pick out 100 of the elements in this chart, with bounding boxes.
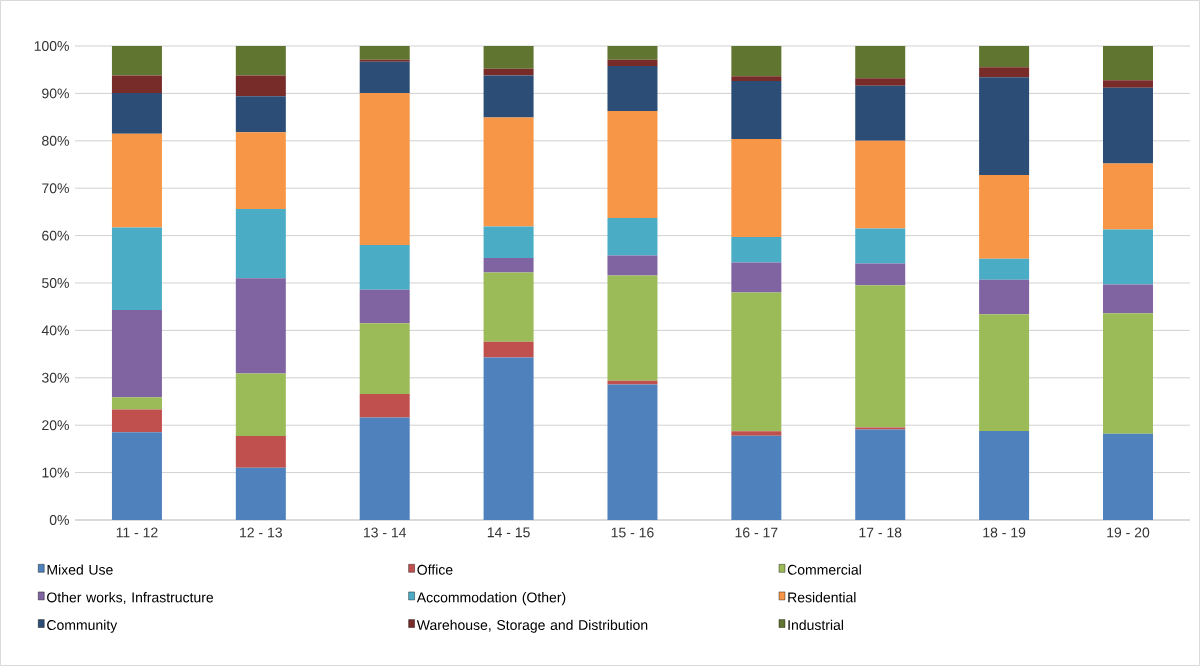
y-tick-label: 90% [42,88,69,99]
y-tick-label: 20% [42,420,69,431]
bar [235,209,286,279]
bar [111,46,162,76]
bar [607,65,658,111]
bar [1102,229,1153,285]
bar [111,92,162,134]
bar [731,262,782,293]
legend-label: Other works, Infrastructure [47,592,214,605]
bar [483,75,534,118]
bar [235,46,286,76]
bar [979,279,1030,315]
bar [979,77,1030,175]
x-tick-label: 16 - 17 [735,527,778,538]
bar [111,133,162,228]
legend-label: Residential [788,592,856,603]
bar [1102,433,1153,520]
bar [483,272,534,342]
bar [359,323,410,394]
bar [483,46,534,69]
bar [359,46,410,60]
bar [483,117,534,227]
bar [731,81,782,139]
legend-label: Office [417,564,453,575]
bar [855,140,906,229]
bar [1102,163,1153,230]
x-tick-label: 18 - 19 [983,527,1026,538]
bar [855,85,906,141]
bar [979,314,1030,431]
bar [111,227,162,311]
x-tick-label: 11 - 12 [116,527,158,538]
bar [979,67,1030,78]
bar [607,275,658,381]
bar [855,228,906,264]
bar [359,393,410,418]
bar [607,59,658,66]
bar [483,68,534,76]
bar [1102,80,1153,88]
bar [235,373,286,437]
bar [731,46,782,77]
y-tick-label: 50% [42,278,69,288]
bar [731,435,782,520]
bar [359,245,410,290]
bar [235,436,286,468]
bar [235,278,286,374]
bar [607,255,658,276]
bar [359,61,410,93]
bar [483,257,534,273]
bar [979,174,1030,259]
y-tick-label: 80% [42,135,69,146]
y-tick-label: 70% [42,183,69,194]
bar [483,341,534,358]
y-tick-label: 30% [41,372,69,383]
bar [235,132,286,210]
legend-label: Community [47,619,118,633]
y-tick-label: 40% [41,325,69,336]
legend-label: Mixed Use [47,564,113,575]
y-tick-label: 100% [34,41,69,51]
bar [483,357,534,520]
bar [607,218,658,256]
x-tick-label: 14 - 15 [487,527,530,538]
bar [731,431,782,436]
bar [111,432,162,520]
bar [607,110,658,219]
y-tick-label: 0% [49,515,69,525]
bar [359,289,410,324]
y-tick-label: 10% [42,467,69,478]
bar [855,285,906,428]
bar [1102,313,1153,434]
bar [235,96,286,133]
bar [855,263,906,286]
legend-label: Industrial [788,619,844,631]
bar [483,226,534,258]
bar [855,46,906,79]
x-tick-label: 15 - 16 [611,527,654,538]
legend-label: Commercial [787,564,861,575]
bar [235,467,286,520]
x-tick-label: 19 - 20 [1107,527,1150,538]
bar [1102,87,1153,164]
legend-label: Accommodation (Other) [416,592,566,606]
bar [1102,46,1153,81]
bar [111,409,162,433]
bar [1102,284,1153,314]
bar [855,78,906,86]
x-tick-label: 17 - 18 [859,527,902,538]
bar [731,138,782,238]
y-tick-label: 60% [42,230,69,241]
bar [855,429,906,520]
bar [607,384,658,520]
bar [111,310,162,398]
bar [235,75,286,97]
bar [607,46,658,60]
bar [731,292,782,432]
bar [111,397,162,410]
bar [979,258,1030,280]
bar [731,76,782,82]
bar [359,92,410,246]
bar [111,75,162,93]
bar [359,417,410,520]
bar [979,46,1030,68]
